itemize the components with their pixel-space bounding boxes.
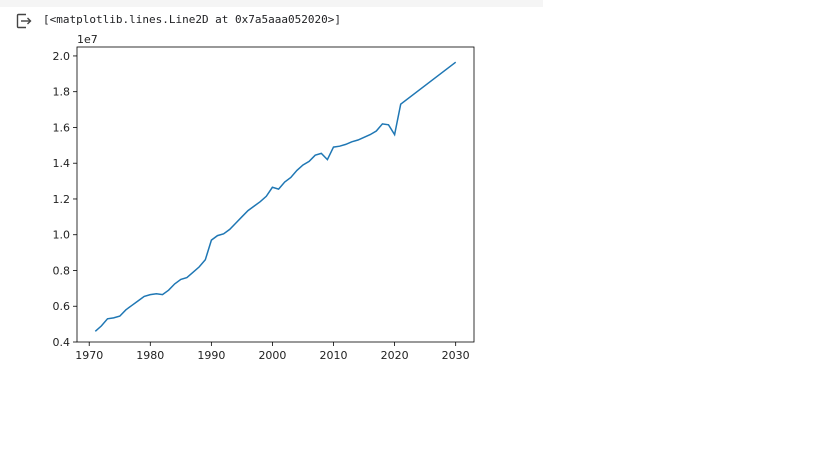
- x-axis: 1970 1980 1990 2000 2010 2020 2030: [75, 342, 470, 362]
- y-tick-label: 1.0: [53, 229, 71, 242]
- output-repr-text: [<matplotlib.lines.Line2D at 0x7a5aaa052…: [43, 13, 342, 26]
- x-tick-label: 2030: [442, 349, 470, 362]
- y-tick-label: 0.6: [53, 300, 71, 313]
- axes-frame: [76, 46, 475, 343]
- x-tick-label: 2000: [258, 349, 286, 362]
- y-tick-label: 0.8: [53, 264, 71, 277]
- y-tick-label: 1.2: [53, 193, 71, 206]
- x-tick-label: 1980: [136, 349, 164, 362]
- y-axis: 0.4 0.6 0.8 1.0 1.2 1.4 1.6 1.8 2.0: [53, 50, 77, 349]
- output-redirect-icon[interactable]: [15, 12, 33, 30]
- y-offset-label: 1e7: [77, 33, 98, 46]
- y-tick-label: 1.6: [53, 121, 71, 134]
- y-tick-label: 1.4: [53, 157, 71, 170]
- y-tick-label: 1.8: [53, 86, 71, 99]
- cell-top-strip: [0, 0, 543, 7]
- x-tick-label: 1990: [197, 349, 225, 362]
- x-tick-label: 2010: [320, 349, 348, 362]
- x-tick-label: 1970: [75, 349, 103, 362]
- y-tick-label: 2.0: [53, 50, 71, 63]
- series-line: [94, 61, 457, 332]
- x-tick-label: 2020: [381, 349, 409, 362]
- y-tick-label: 0.4: [53, 336, 71, 349]
